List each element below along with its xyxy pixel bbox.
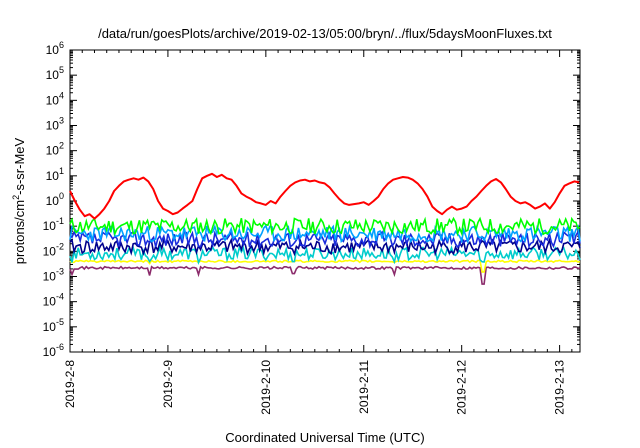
y-axis-label-rest: -s-sr-MeV <box>12 137 27 194</box>
y-axis-label: protons/cm2-s-sr-MeV <box>11 137 27 264</box>
series-line <box>69 237 581 257</box>
x-tick-label: 2019-2-13 <box>553 360 567 415</box>
series-line <box>69 223 581 245</box>
y-tick-label: 106 <box>46 40 64 57</box>
y-tick-label: 102 <box>46 141 64 158</box>
y-tick-label: 10-6 <box>43 342 64 359</box>
y-axis-label-base: protons/cm <box>12 200 27 264</box>
x-axis-label: Coordinated Universal Time (UTC) <box>225 430 424 445</box>
plot-frame <box>69 49 581 353</box>
y-tick-label: 100 <box>46 191 64 208</box>
y-tick-label: 10-4 <box>43 292 64 309</box>
x-axis: 2019-2-8 2019-2-9 2019-2-10 2019-2-11 2019-2… <box>63 50 573 415</box>
y-tick-label: 10-1 <box>43 216 64 233</box>
x-tick-label: 2019-2-12 <box>455 360 469 415</box>
plot-area: 10-6 10-5 10-4 10-3 10-2 10-1 100 101 102 103 104 1… <box>43 40 581 415</box>
y-tick-label: 104 <box>46 90 64 107</box>
series-line <box>69 259 581 273</box>
series-line <box>69 229 581 250</box>
y-tick-label: 101 <box>46 166 64 183</box>
y-tick-label: 105 <box>46 65 64 82</box>
series-line-red <box>69 172 580 220</box>
y-tick-label: 103 <box>46 116 64 133</box>
y-axis-label-sup: 2 <box>11 195 21 200</box>
y-tick-label: 10-5 <box>43 317 64 334</box>
series-line <box>69 265 581 285</box>
x-tick-label: 2019-2-9 <box>161 360 175 408</box>
series-layer <box>69 172 581 285</box>
y-tick-label: 10-2 <box>43 241 64 258</box>
x-tick-label: 2019-2-10 <box>259 360 273 415</box>
y-axis: 10-6 10-5 10-4 10-3 10-2 10-1 100 101 102 103 104 1… <box>43 40 580 359</box>
x-tick-label: 2019-2-8 <box>63 360 77 408</box>
chart-title: /data/run/goesPlots/archive/2019-02-13/0… <box>98 26 552 41</box>
series-line <box>69 216 581 237</box>
x-tick-label: 2019-2-11 <box>357 360 371 414</box>
series-line <box>69 244 581 265</box>
y-tick-label: 10-3 <box>43 267 64 284</box>
